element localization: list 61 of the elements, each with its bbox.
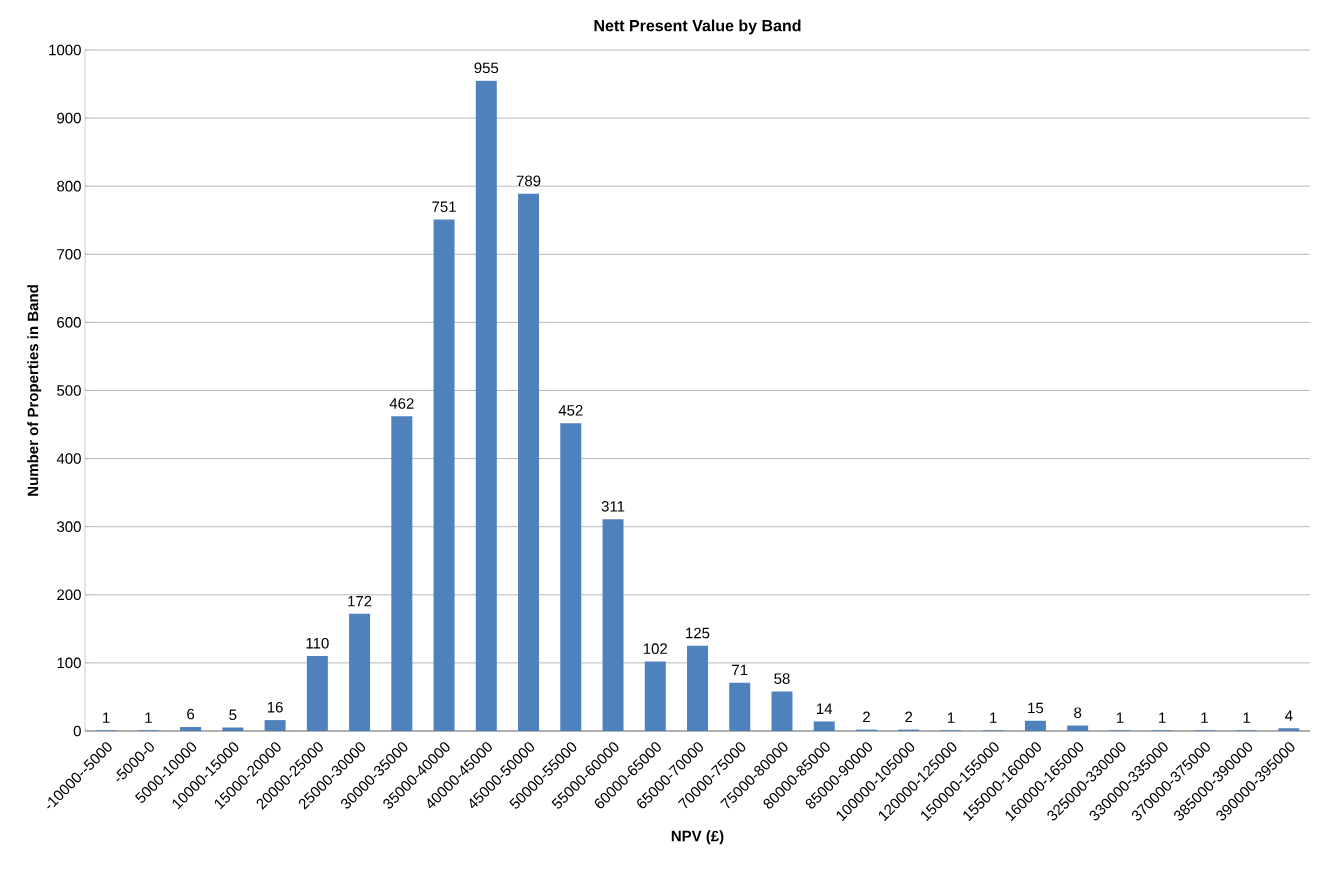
- bar: [813, 721, 835, 731]
- bar: [518, 193, 540, 731]
- y-tick-label: 900: [57, 112, 81, 124]
- bar: [264, 720, 286, 731]
- y-tick-label: 200: [57, 589, 81, 601]
- bar: [560, 423, 582, 731]
- y-tick-label: 500: [57, 385, 81, 396]
- bar: [1024, 720, 1046, 731]
- bar: [180, 726, 202, 731]
- data-label: 452: [558, 405, 583, 416]
- y-tick-label: 100: [57, 657, 81, 669]
- bar: [433, 219, 455, 731]
- data-label: 172: [348, 595, 372, 607]
- data-label: 1: [947, 712, 955, 723]
- bar: [687, 645, 708, 731]
- x-axis-title: NPV (£): [671, 830, 724, 845]
- data-label: 1: [103, 712, 110, 723]
- bar: [729, 682, 751, 731]
- data-label: 8: [1074, 707, 1082, 718]
- data-label: 5: [229, 709, 237, 721]
- data-label: 311: [601, 501, 625, 512]
- data-label: 102: [643, 643, 668, 654]
- bar: [771, 691, 793, 731]
- data-label: 955: [474, 62, 499, 74]
- data-label: 110: [306, 637, 329, 649]
- bar: [349, 613, 371, 731]
- data-label: 462: [389, 398, 414, 409]
- data-label: 6: [187, 708, 195, 720]
- bar: [1278, 728, 1300, 731]
- data-label: 1: [1243, 712, 1251, 723]
- y-tick-label: 600: [57, 317, 81, 328]
- y-tick-label: 400: [56, 453, 81, 464]
- y-tick-label: 800: [57, 180, 81, 192]
- bar: [1067, 725, 1089, 731]
- data-label: 14: [817, 703, 833, 714]
- y-tick-label: 300: [57, 521, 81, 532]
- data-label: 751: [432, 201, 456, 213]
- data-label: 1: [1159, 712, 1166, 723]
- data-label: 1: [990, 712, 997, 723]
- data-label: 1: [1201, 712, 1208, 723]
- y-tick-label: 1000: [49, 44, 81, 56]
- data-label: 16: [267, 701, 283, 713]
- data-label: 15: [1028, 702, 1044, 714]
- y-tick-label: 700: [57, 248, 81, 260]
- data-label: 4: [1285, 710, 1293, 721]
- data-label: 789: [516, 175, 541, 187]
- data-label: 58: [774, 673, 790, 684]
- data-label: 1: [1116, 712, 1124, 723]
- data-label: 125: [686, 627, 710, 639]
- bar: [391, 416, 413, 731]
- bar: [475, 80, 497, 731]
- chart-title: Nett Present Value by Band: [594, 19, 801, 35]
- data-label: 71: [732, 664, 748, 676]
- y-axis-title: Number of Properties in Band: [27, 285, 42, 496]
- bar: [602, 519, 624, 731]
- data-label: 2: [905, 711, 913, 723]
- data-label: 1: [145, 712, 152, 723]
- y-tick-label: 0: [73, 725, 81, 737]
- bar: [644, 661, 666, 731]
- data-label: 2: [863, 711, 870, 723]
- bar: [306, 656, 328, 731]
